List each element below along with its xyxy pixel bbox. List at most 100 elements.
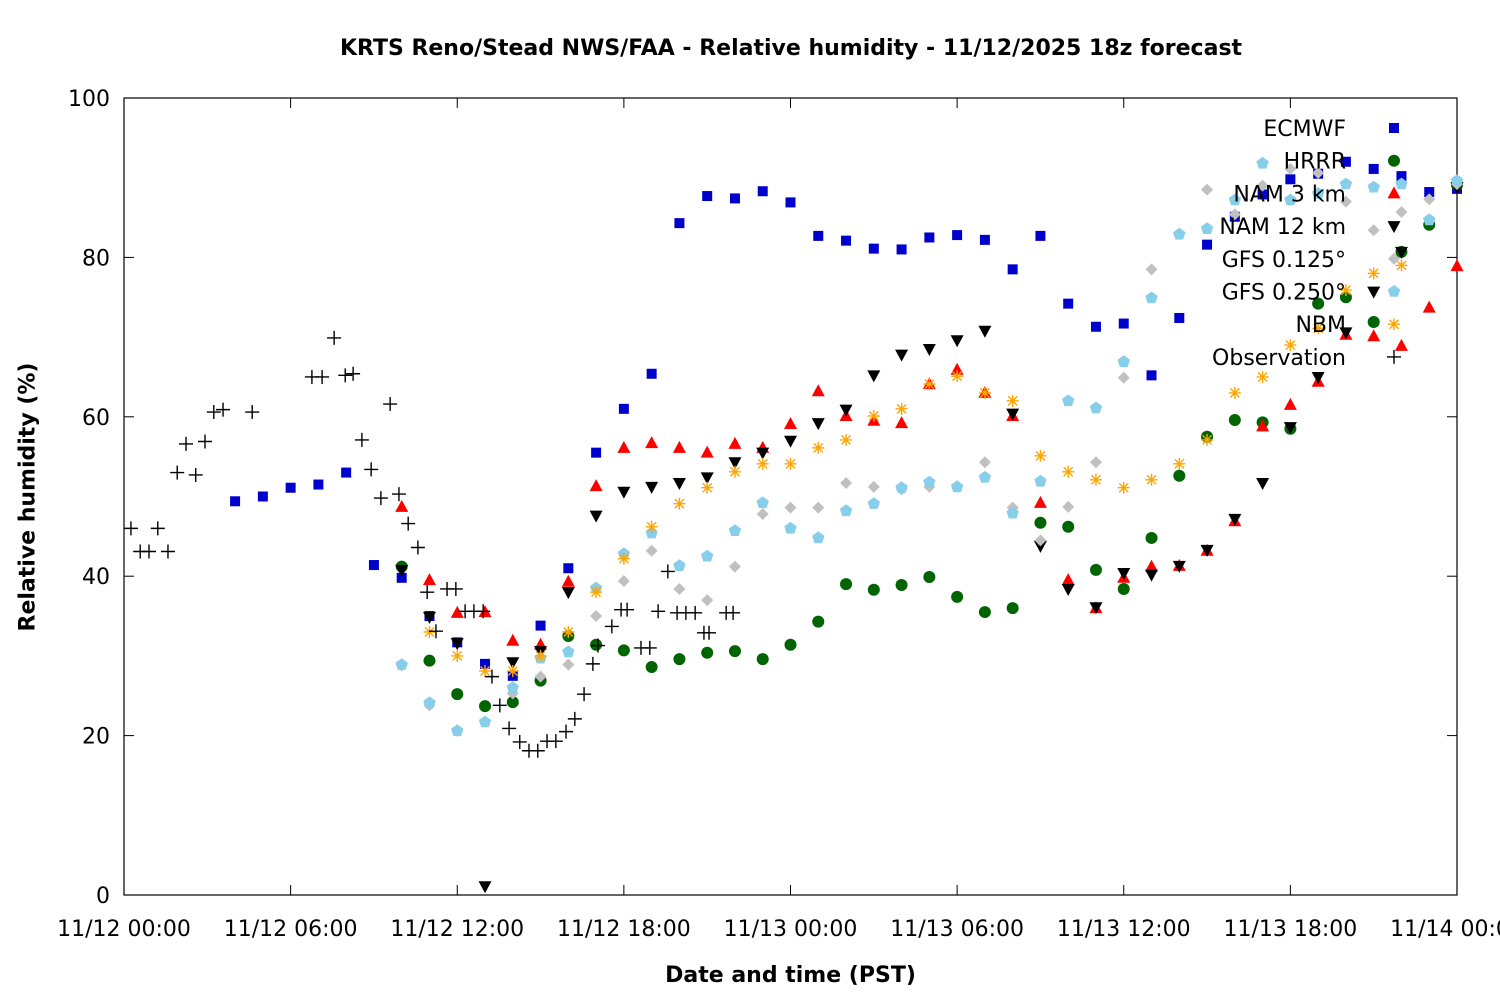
data-point [1034, 534, 1047, 547]
data-point [590, 586, 603, 599]
data-point [1117, 568, 1131, 581]
legend-item: NAM 3 km [1233, 182, 1401, 207]
data-point [1173, 227, 1186, 240]
data-point [1395, 205, 1408, 218]
data-point [548, 734, 563, 749]
data-point [1033, 540, 1047, 553]
data-point [728, 645, 741, 658]
data-point [561, 587, 575, 600]
data-point [216, 402, 231, 417]
data-point [535, 620, 546, 631]
data-point [1200, 544, 1214, 557]
data-point [1394, 246, 1408, 259]
legend-marker-icon [1387, 221, 1401, 234]
data-point [1145, 531, 1158, 544]
data-point [951, 370, 964, 383]
y-tick-label: 100 [68, 87, 110, 112]
data-point [841, 235, 852, 246]
data-point [1034, 474, 1047, 487]
legend-item: HRRR [1284, 150, 1400, 175]
data-point [785, 197, 796, 208]
data-point [978, 325, 992, 338]
data-point [1256, 179, 1269, 192]
data-point [567, 711, 582, 726]
data-point [784, 638, 797, 651]
data-point [620, 602, 635, 617]
data-point [895, 402, 908, 415]
data-point [757, 186, 768, 197]
data-point [150, 521, 165, 536]
data-point [1450, 174, 1464, 187]
data-point [1007, 264, 1018, 275]
data-point [141, 544, 156, 559]
data-point [1117, 481, 1130, 494]
legend-item: ECMWF [1263, 117, 1399, 142]
data-point [784, 457, 797, 470]
data-point [784, 521, 797, 534]
data-point [1173, 457, 1186, 470]
data-point [1006, 408, 1020, 421]
data-point [701, 481, 714, 494]
data-point [1228, 413, 1241, 426]
data-point [506, 665, 519, 678]
data-point [1089, 473, 1102, 486]
data-point [506, 696, 519, 709]
legend-item: NBM [1295, 313, 1400, 338]
data-point [423, 625, 436, 638]
data-point [673, 559, 686, 572]
data-point [179, 436, 194, 451]
data-point [1367, 286, 1381, 299]
data-point [1006, 506, 1019, 519]
data-point [617, 552, 630, 565]
data-point [395, 564, 409, 577]
data-point [123, 521, 138, 536]
data-point [950, 480, 964, 493]
data-point [950, 335, 964, 348]
legend-label: GFS 0.125° [1222, 248, 1346, 273]
data-point [341, 467, 352, 478]
data-point [867, 480, 880, 493]
data-point [530, 743, 545, 758]
data-point [422, 573, 436, 586]
data-point [1062, 520, 1075, 533]
data-point [978, 456, 991, 469]
data-point [170, 465, 185, 480]
data-point [1145, 559, 1159, 572]
data-point [1118, 318, 1129, 329]
data-point [674, 218, 685, 229]
data-point [448, 581, 463, 596]
data-point [1228, 193, 1241, 206]
data-point [478, 881, 492, 894]
data-point [395, 499, 409, 512]
data-point [1312, 187, 1325, 199]
data-point [702, 625, 717, 640]
data-point [617, 574, 630, 587]
data-point [534, 649, 547, 662]
data-point [950, 362, 964, 375]
data-point [1062, 394, 1075, 407]
data-point [1089, 401, 1103, 414]
legend-item: NAM 12 km [1219, 215, 1401, 240]
data-point [642, 640, 657, 655]
data-point [512, 734, 527, 749]
data-point [952, 230, 963, 241]
data-point [1228, 386, 1241, 399]
legend-label: NBM [1295, 313, 1346, 338]
data-point [1174, 312, 1185, 323]
data-point [315, 369, 330, 384]
data-point [895, 416, 909, 429]
legend-label: GFS 0.250° [1222, 281, 1346, 306]
data-point [502, 721, 517, 736]
data-point [895, 481, 908, 493]
legend-label: NAM 12 km [1219, 215, 1346, 240]
x-tick-label: 11/13 00:00 [724, 917, 858, 942]
data-point [1062, 465, 1075, 478]
data-point [354, 432, 369, 447]
data-point [590, 638, 605, 653]
x-tick-label: 11/13 18:00 [1223, 917, 1357, 942]
data-point [617, 440, 631, 453]
data-point [590, 610, 603, 623]
data-point [422, 611, 436, 624]
x-axis-label: Date and time (PST) [665, 963, 916, 988]
data-point [1312, 297, 1325, 310]
